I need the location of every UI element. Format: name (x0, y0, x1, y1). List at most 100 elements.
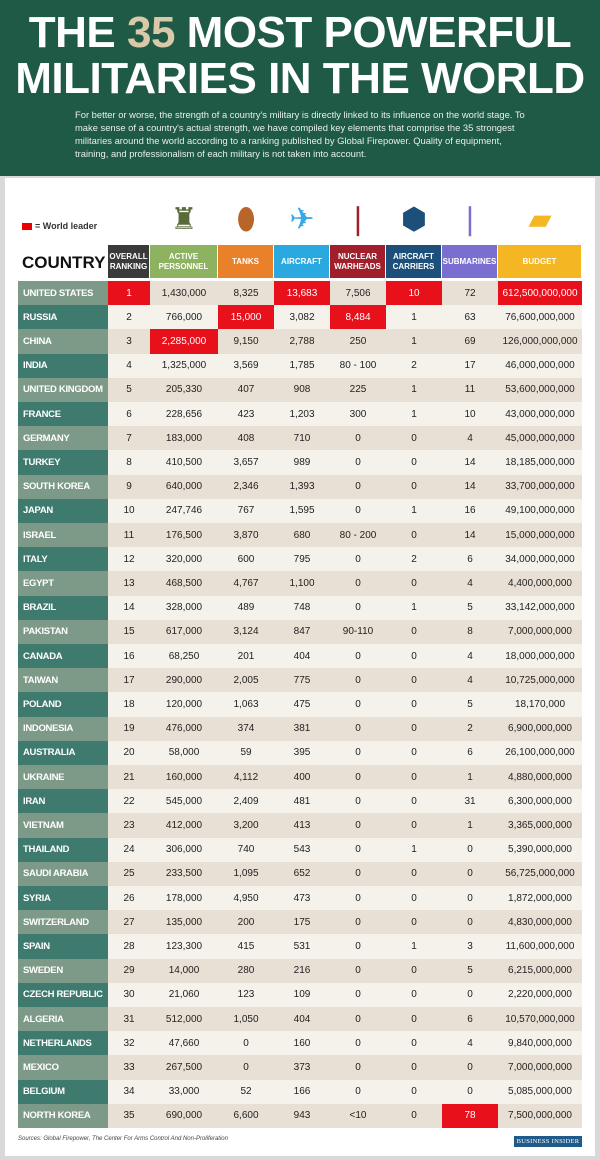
column-header: AIRCRAFT (274, 245, 329, 278)
value-cell: 5 (108, 377, 150, 402)
country-cell: FRANCE (18, 402, 108, 427)
value-cell: 0 (386, 1031, 442, 1056)
value-cell: 4,880,000,000 (498, 765, 582, 790)
value-cell: 407 (218, 377, 274, 402)
country-cell: JAPAN (18, 498, 108, 523)
table-row: NORTH KOREA 35 690,000 6,600 943 <10 0 78 7,500,… (18, 1103, 582, 1128)
value-cell: 0 (330, 813, 386, 838)
value-cell: 29 (108, 958, 150, 983)
value-cell: 0 (386, 450, 442, 475)
value-cell: 56,725,000,000 (498, 861, 582, 886)
table-row: VIETNAM 23 412,000 3,200 413 0 0 1 3,365,000,000 (18, 813, 582, 838)
value-cell: 0 (330, 547, 386, 572)
value-cell: 1 (386, 402, 442, 427)
value-cell: 6 (442, 547, 498, 572)
value-cell: 468,500 (150, 571, 218, 596)
value-cell: 0 (330, 426, 386, 451)
value-cell: 0 (442, 1055, 498, 1080)
value-cell: 47,660 (150, 1031, 218, 1056)
value-cell: 18,170,000 (498, 692, 582, 717)
column-header: OVERALL RANKING (108, 245, 149, 278)
value-cell: 14 (108, 595, 150, 620)
legend-swatch (22, 222, 32, 230)
title-pre: THE (28, 8, 127, 57)
value-cell: 0 (386, 644, 442, 669)
table-row: SOUTH KOREA 9 640,000 2,346 1,393 0 0 14 33,700,… (18, 474, 582, 499)
missile-icon: ❘ (345, 203, 371, 236)
value-cell: 22 (108, 789, 150, 814)
value-cell: 0 (330, 740, 386, 765)
jet-icon: ✈ (289, 203, 315, 236)
gold-bars-icon: ▰ (528, 203, 552, 236)
value-cell: 0 (442, 910, 498, 935)
value-cell: 6 (442, 740, 498, 765)
value-cell: 6,600 (218, 1103, 274, 1128)
value-cell: 475 (274, 692, 330, 717)
value-cell: 0 (386, 813, 442, 838)
country-cell: SAUDI ARABIA (18, 861, 108, 886)
value-cell: 1,325,000 (150, 353, 218, 378)
value-cell: 10,725,000,000 (498, 668, 582, 693)
value-cell: 46,000,000,000 (498, 353, 582, 378)
value-cell: 0 (330, 910, 386, 935)
value-cell: 0 (330, 474, 386, 499)
table-row: SWITZERLAND 27 135,000 200 175 0 0 0 4,830,000,0… (18, 910, 582, 935)
value-cell: 847 (274, 619, 330, 644)
table-row: CZECH REPUBLIC 30 21,060 123 109 0 0 0 2,220,000… (18, 982, 582, 1007)
value-cell: 1 (386, 305, 442, 330)
value-cell: 640,000 (150, 474, 218, 499)
value-cell: 32 (108, 1031, 150, 1056)
value-cell: 72 (442, 281, 498, 306)
value-cell: 250 (330, 329, 386, 354)
value-cell: 0 (442, 1079, 498, 1104)
value-cell: 1 (442, 765, 498, 790)
value-cell: 473 (274, 886, 330, 911)
value-cell: 0 (330, 765, 386, 790)
value-cell: 9,150 (218, 329, 274, 354)
value-cell: 0 (442, 837, 498, 862)
value-cell: 0 (386, 1103, 442, 1128)
country-cell: CZECH REPUBLIC (18, 982, 108, 1007)
value-cell: 225 (330, 377, 386, 402)
table-row: CHINA 3 2,285,000 9,150 2,788 250 1 69 126,000,0… (18, 329, 582, 354)
country-cell: POLAND (18, 692, 108, 717)
value-cell: 766,000 (150, 305, 218, 330)
value-cell: 10 (442, 402, 498, 427)
value-cell: 2,285,000 (150, 329, 218, 354)
value-cell: 0 (330, 1007, 386, 1032)
value-cell: 3,569 (218, 353, 274, 378)
value-cell: 5,085,000,000 (498, 1079, 582, 1104)
value-cell: 7 (108, 426, 150, 451)
value-cell: 0 (386, 1079, 442, 1104)
header-banner: THE 35 MOST POWERFUL MILITARIES IN THE W… (0, 0, 600, 176)
value-cell: 320,000 (150, 547, 218, 572)
value-cell: 3,365,000,000 (498, 813, 582, 838)
value-cell: 943 (274, 1103, 330, 1128)
value-cell: 0 (330, 934, 386, 959)
table-row: SAUDI ARABIA 25 233,500 1,095 652 0 0 0 56,725,0… (18, 861, 582, 886)
value-cell: 7,506 (330, 281, 386, 306)
value-cell: 1 (386, 934, 442, 959)
value-cell: 0 (330, 982, 386, 1007)
value-cell: 767 (218, 498, 274, 523)
value-cell: 908 (274, 377, 330, 402)
value-cell: 395 (274, 740, 330, 765)
title-line-1: THE 35 MOST POWERFUL (0, 0, 600, 56)
value-cell: 2 (386, 353, 442, 378)
value-cell: 53,600,000,000 (498, 377, 582, 402)
value-cell: 34 (108, 1079, 150, 1104)
value-cell: 14 (442, 523, 498, 548)
country-cell: BELGIUM (18, 1079, 108, 1104)
value-cell: 16 (442, 498, 498, 523)
value-cell: 381 (274, 716, 330, 741)
value-cell: 233,500 (150, 861, 218, 886)
value-cell: 8,484 (330, 305, 386, 330)
value-cell: 0 (386, 716, 442, 741)
value-cell: 5 (442, 958, 498, 983)
value-cell: 267,500 (150, 1055, 218, 1080)
country-cell: INDONESIA (18, 716, 108, 741)
country-cell: MEXICO (18, 1055, 108, 1080)
table-row: FRANCE 6 228,656 423 1,203 300 1 10 43,000,000,0… (18, 402, 582, 427)
value-cell: 3,657 (218, 450, 274, 475)
country-cell: SOUTH KOREA (18, 474, 108, 499)
